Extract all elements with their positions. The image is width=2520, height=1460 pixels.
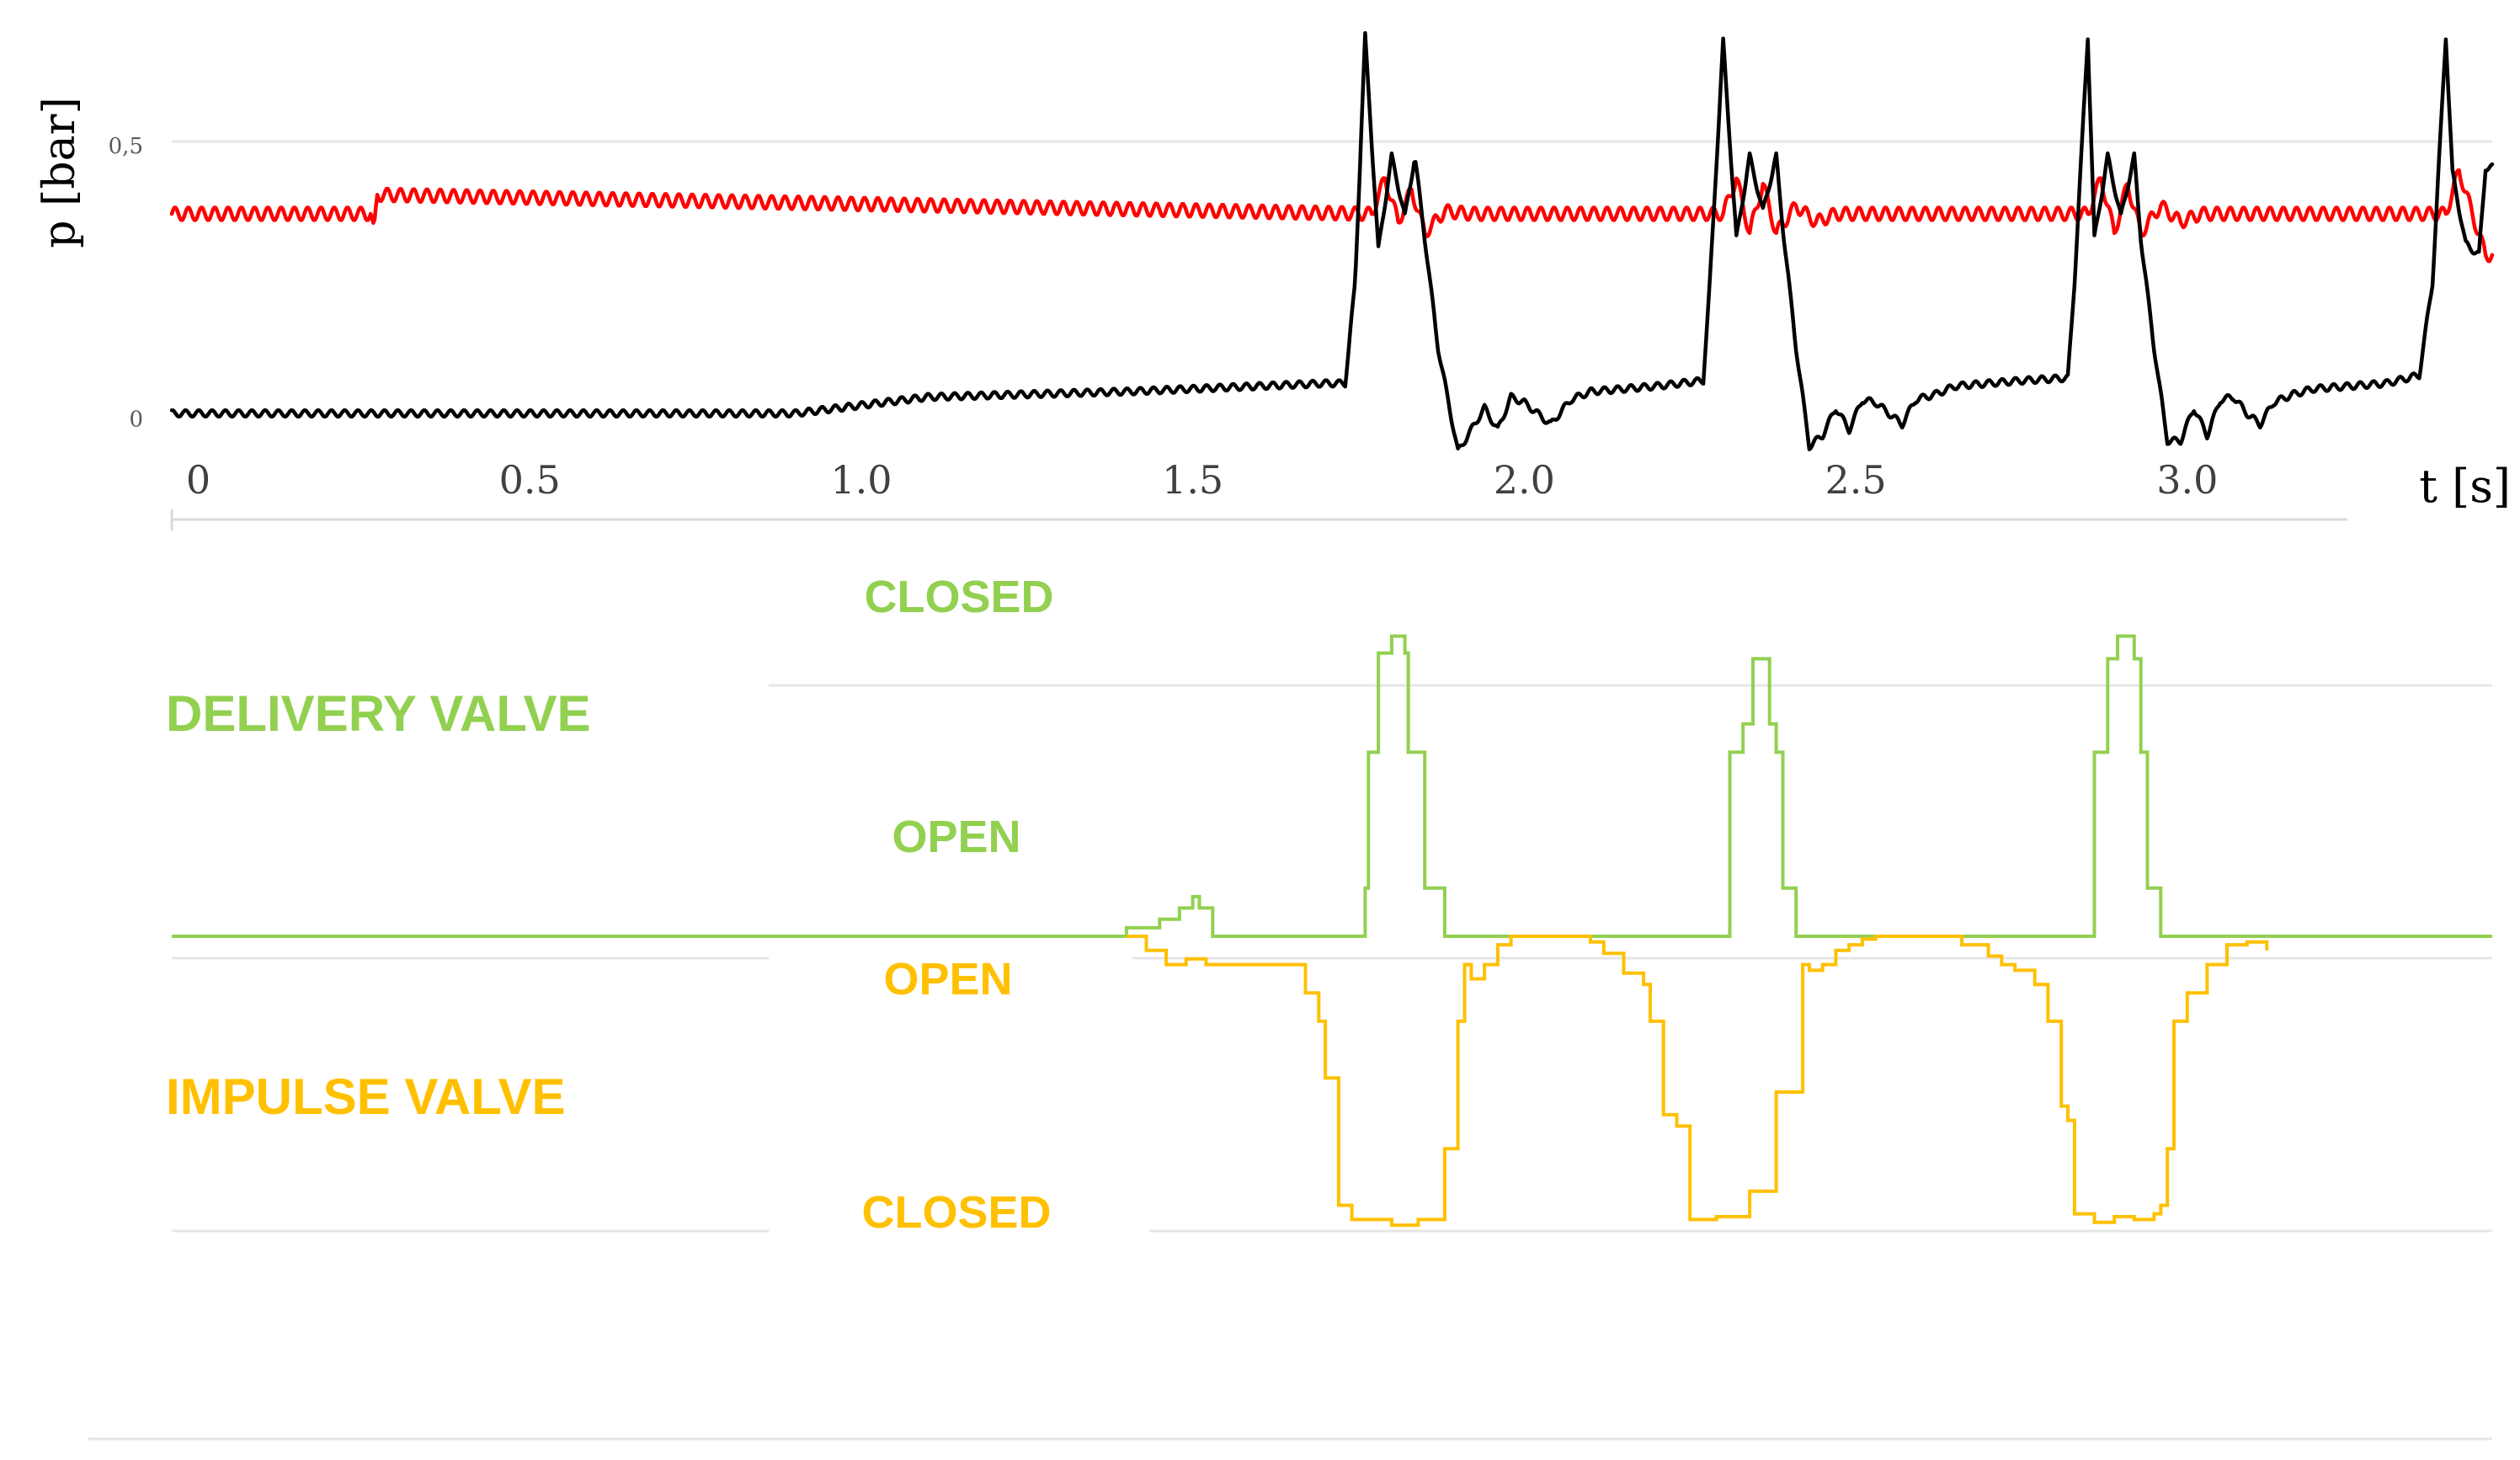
x-tick-label: 1.0: [830, 457, 892, 503]
x-tick-labels: 0 0.5 1.0 1.5 2.0 2.5 3.0: [186, 457, 2219, 503]
y-axis-label: p [bar]: [35, 97, 85, 248]
pressure-series: [169, 30, 2495, 452]
impulse-closed-label: CLOSED: [861, 1187, 1051, 1238]
x-tick-label: 0.5: [499, 457, 561, 503]
delivery-valve-label: DELIVERY VALVE: [166, 685, 591, 742]
x-tick-label: 1.5: [1162, 457, 1223, 503]
x-tick-label: 0: [186, 457, 210, 503]
y-tick-label: 0,5: [109, 134, 143, 159]
impulse-open-label: OPEN: [883, 954, 1012, 1004]
impulse-valve-label: IMPULSE VALVE: [166, 1068, 566, 1125]
pressure-line-1: [169, 30, 2495, 452]
delivery-closed-label: CLOSED: [864, 572, 1053, 622]
x-tick-label: 2.0: [1494, 457, 1555, 503]
y-tick-labels: 00,5: [109, 134, 143, 433]
x-tick-label: 3.0: [2156, 457, 2218, 503]
valve-state-chart: DELIVERY VALVE IMPULSE VALVE CLOSED OPEN…: [88, 572, 2492, 1441]
delivery-open-label: OPEN: [892, 812, 1020, 862]
pressure-chart: 00,5 0 0.5 1.0 1.5 2.0 2.5 3.0 p [bar] t [s]: [35, 30, 2511, 530]
x-tick-label: 2.5: [1825, 457, 1886, 503]
y-tick-label: 0: [129, 408, 143, 433]
delivery-valve-line: [172, 634, 2492, 938]
impulse-valve-line: [1126, 935, 2269, 1228]
x-axis-label: t [s]: [2419, 460, 2511, 513]
valve-series: [172, 634, 2492, 1228]
pressure-line-0: [169, 168, 2495, 264]
